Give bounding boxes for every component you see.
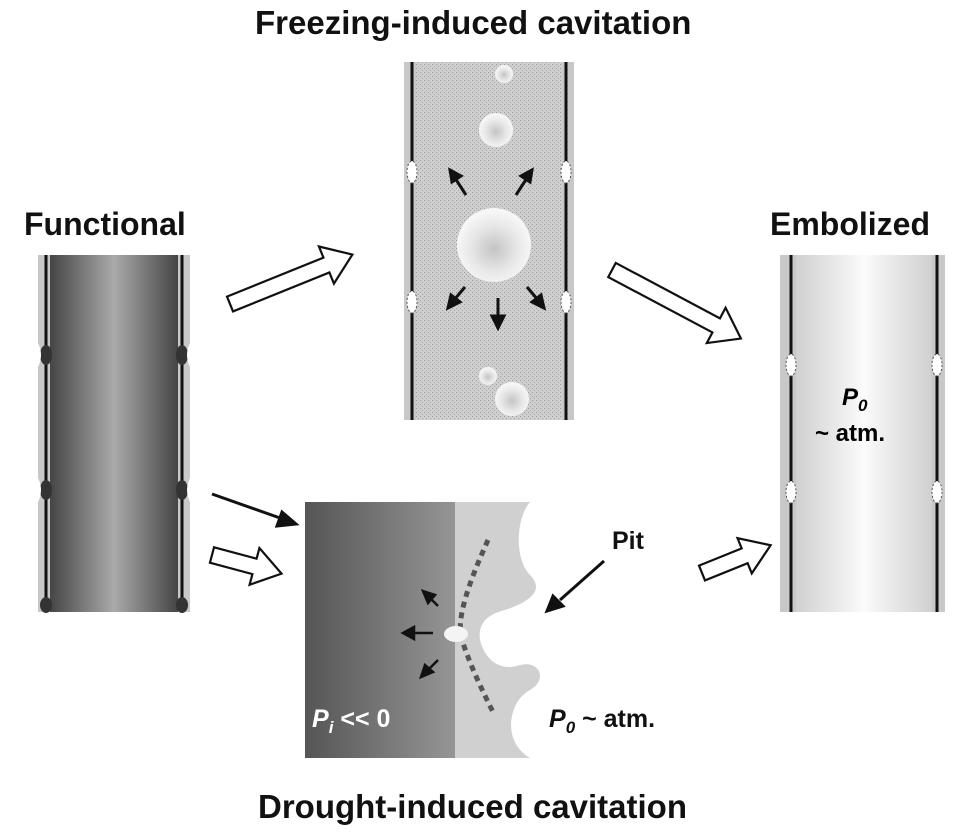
zoom-arrow bbox=[211, 492, 300, 528]
transition-arrows bbox=[208, 244, 773, 587]
label-embolized: Embolized bbox=[770, 206, 931, 242]
outer-pressure: P0 ~ atm. bbox=[549, 705, 655, 737]
freezing-conduit bbox=[404, 62, 574, 420]
pit-label: Pit bbox=[612, 527, 645, 555]
title-freezing: Freezing-induced cavitation bbox=[255, 4, 692, 41]
drought-pit-panel: Pi << 0 bbox=[305, 502, 547, 758]
pit-chamber bbox=[479, 502, 547, 758]
air-bubbles bbox=[457, 65, 531, 416]
embolized-pressure-value: ~ atm. bbox=[815, 420, 885, 447]
air-seed bbox=[444, 626, 468, 642]
arrow-drought-to-embolized bbox=[697, 536, 773, 582]
expansion-arrows bbox=[445, 167, 547, 332]
embolized-pressure-symbol: P0 bbox=[842, 384, 868, 415]
arrow-functional-to-drought bbox=[208, 545, 284, 587]
arrow-freezing-to-embolized bbox=[606, 261, 743, 345]
arrow-functional-to-freezing bbox=[225, 244, 355, 313]
seeding-arrows bbox=[400, 588, 439, 680]
embolized-conduit: P0 ~ atm. bbox=[780, 255, 945, 612]
title-drought: Drought-induced cavitation bbox=[258, 788, 687, 825]
functional-pits bbox=[40, 345, 188, 613]
label-functional: Functional bbox=[24, 206, 186, 242]
functional-conduit bbox=[38, 255, 190, 613]
pit-pointer-arrow bbox=[544, 559, 605, 614]
inner-pressure: Pi << 0 bbox=[312, 705, 390, 737]
